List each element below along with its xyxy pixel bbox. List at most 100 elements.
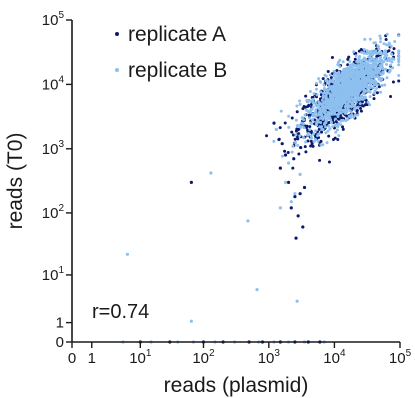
data-point xyxy=(335,68,339,72)
data-point xyxy=(326,101,330,105)
points-layer xyxy=(121,32,401,344)
data-point xyxy=(323,114,327,118)
data-point xyxy=(389,95,393,99)
data-point xyxy=(379,90,383,94)
data-point xyxy=(334,130,338,134)
data-point xyxy=(374,60,378,64)
data-point xyxy=(274,127,278,131)
data-point xyxy=(338,58,342,62)
data-point xyxy=(341,77,345,81)
data-point xyxy=(391,80,395,84)
data-point xyxy=(356,105,360,109)
data-point xyxy=(324,120,328,124)
data-point xyxy=(291,166,295,170)
data-point xyxy=(332,69,336,73)
data-point xyxy=(325,88,329,92)
data-point xyxy=(308,99,312,103)
data-point xyxy=(344,97,348,101)
data-point xyxy=(342,110,346,114)
data-point xyxy=(385,43,389,47)
data-point xyxy=(344,93,348,97)
data-point xyxy=(377,75,381,79)
data-point xyxy=(378,51,382,55)
legend: replicate A replicate B xyxy=(115,23,227,82)
data-point xyxy=(335,128,339,132)
data-point xyxy=(358,59,362,63)
data-point xyxy=(387,70,391,74)
data-point xyxy=(377,60,381,64)
data-point xyxy=(286,161,291,165)
data-point xyxy=(330,112,334,116)
data-point xyxy=(375,86,379,90)
legend-label-0: replicate A xyxy=(128,23,226,46)
correlation-annotation: r=0.74 xyxy=(92,301,149,323)
data-point xyxy=(327,134,331,138)
data-point xyxy=(344,105,348,109)
axes-layer xyxy=(71,20,400,343)
data-point xyxy=(320,127,324,131)
y-tick-label-6: 105 xyxy=(42,10,65,29)
data-point xyxy=(209,171,213,175)
data-point xyxy=(387,49,391,53)
data-point xyxy=(309,134,313,138)
data-point xyxy=(397,58,401,62)
data-point xyxy=(306,139,310,143)
data-point xyxy=(321,77,325,81)
data-point xyxy=(331,138,335,142)
data-point xyxy=(309,110,313,114)
data-point xyxy=(318,158,322,162)
data-point xyxy=(308,128,312,132)
data-point xyxy=(323,73,327,77)
data-point xyxy=(303,113,307,117)
data-point xyxy=(278,166,282,170)
data-point xyxy=(355,86,359,90)
data-point xyxy=(314,87,318,91)
data-point xyxy=(292,157,296,161)
data-point xyxy=(358,102,362,106)
data-point xyxy=(255,288,259,292)
data-point xyxy=(357,79,361,83)
data-point xyxy=(333,91,337,95)
data-point xyxy=(362,92,366,96)
data-point xyxy=(363,88,367,92)
data-point xyxy=(355,108,359,112)
data-point xyxy=(341,60,345,64)
data-point xyxy=(350,73,354,77)
legend-marker-1 xyxy=(115,68,119,72)
data-point xyxy=(346,63,350,67)
data-point xyxy=(304,150,308,154)
y-ticks: 0 1 101 102 103 104 105 xyxy=(42,10,72,351)
data-point xyxy=(309,139,313,143)
data-point xyxy=(368,51,372,55)
data-point xyxy=(397,79,401,83)
data-point xyxy=(304,140,308,144)
data-point xyxy=(303,105,307,109)
data-point xyxy=(298,124,302,128)
data-point xyxy=(375,57,379,61)
data-point xyxy=(341,127,345,131)
data-point xyxy=(294,118,298,122)
data-point xyxy=(308,116,312,120)
data-point xyxy=(317,77,321,81)
data-point xyxy=(385,32,389,36)
data-point xyxy=(331,96,335,100)
data-point xyxy=(265,134,269,138)
data-point xyxy=(328,127,332,131)
data-point xyxy=(358,82,362,86)
y-tick-label-1: 1 xyxy=(56,315,64,332)
data-point xyxy=(372,75,376,79)
data-point xyxy=(359,69,363,73)
data-point xyxy=(355,67,359,71)
data-point xyxy=(382,42,386,46)
data-point xyxy=(320,130,324,134)
data-point xyxy=(338,65,342,69)
data-point xyxy=(352,115,356,119)
data-point xyxy=(374,49,378,53)
legend-label-1: replicate B xyxy=(128,59,227,82)
data-point xyxy=(349,79,353,83)
data-point xyxy=(295,124,299,128)
data-point xyxy=(359,94,363,98)
data-point xyxy=(306,100,310,104)
data-point xyxy=(383,83,387,87)
data-point xyxy=(278,126,282,130)
